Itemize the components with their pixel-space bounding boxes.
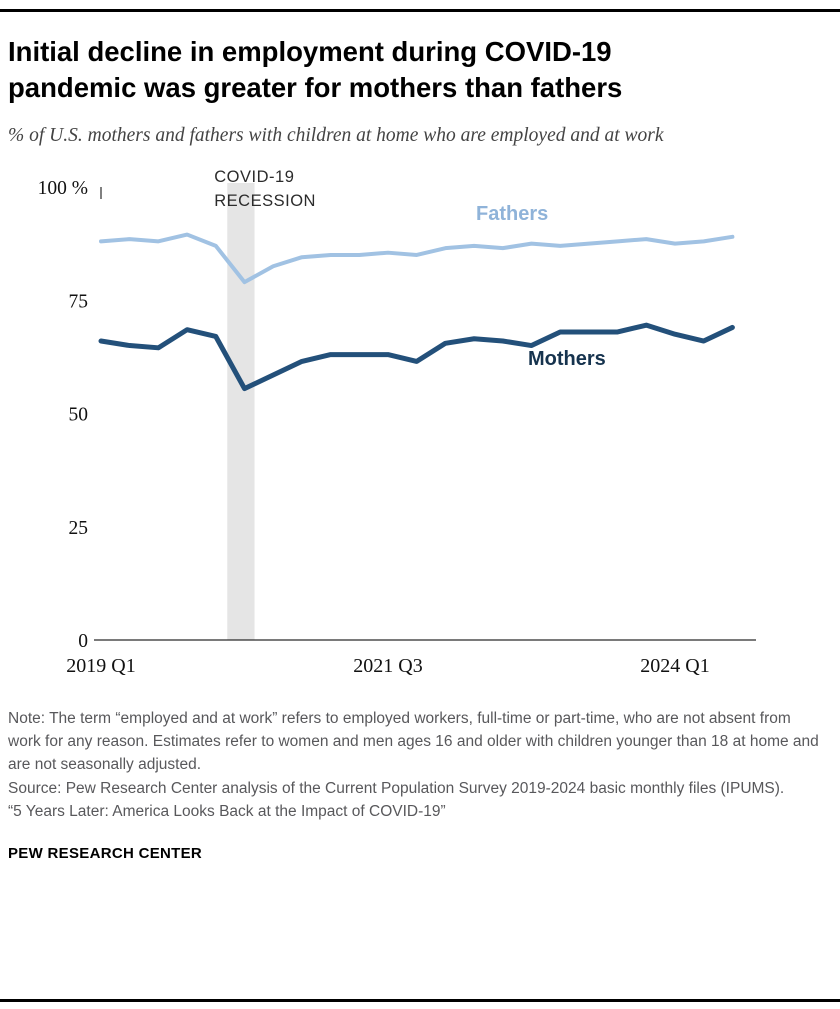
x-tick-label: 2019 Q1 xyxy=(66,655,135,677)
recession-label: COVID-19 xyxy=(214,168,294,186)
page-title: Initial decline in employment during COV… xyxy=(8,36,623,103)
y-tick-label: 50 xyxy=(69,404,89,425)
note-text: Note: The term “employed and at work” re… xyxy=(8,709,819,774)
y-tick-label: 75 xyxy=(69,291,89,312)
fathers-series-label: Fathers xyxy=(476,203,548,225)
y-tick-label: 25 xyxy=(69,518,89,539)
chart-subtitle: % of U.S. mothers and fathers with child… xyxy=(8,124,664,146)
bottom-rule xyxy=(0,999,840,1002)
x-tick-label: 2024 Q1 xyxy=(640,655,709,677)
recession-band xyxy=(227,182,255,640)
employment-chart: COVID-19 RECESSION 0 25 50 75 100 % 2019 Q1 2021… xyxy=(38,168,756,677)
page-content: Initial decline in employment during COV… xyxy=(0,34,840,862)
fathers-line xyxy=(99,232,735,284)
x-tick-label: 2021 Q3 xyxy=(353,655,422,677)
mothers-series-label: Mothers xyxy=(528,348,606,370)
top-rule xyxy=(0,9,840,12)
recession-label: RECESSION xyxy=(214,192,316,210)
mothers-line xyxy=(98,322,735,391)
chart-notes: Note: The term “employed and at work” re… xyxy=(8,707,826,823)
report-title-text: “5 Years Later: America Looks Back at th… xyxy=(8,802,446,820)
y-tick-label: 0 xyxy=(78,631,88,652)
y-tick-label: 100 % xyxy=(38,178,88,199)
pew-research-center-wordmark: PEW RESEARCH CENTER xyxy=(8,845,203,863)
source-text: Source: Pew Research Center analysis of … xyxy=(8,779,785,797)
